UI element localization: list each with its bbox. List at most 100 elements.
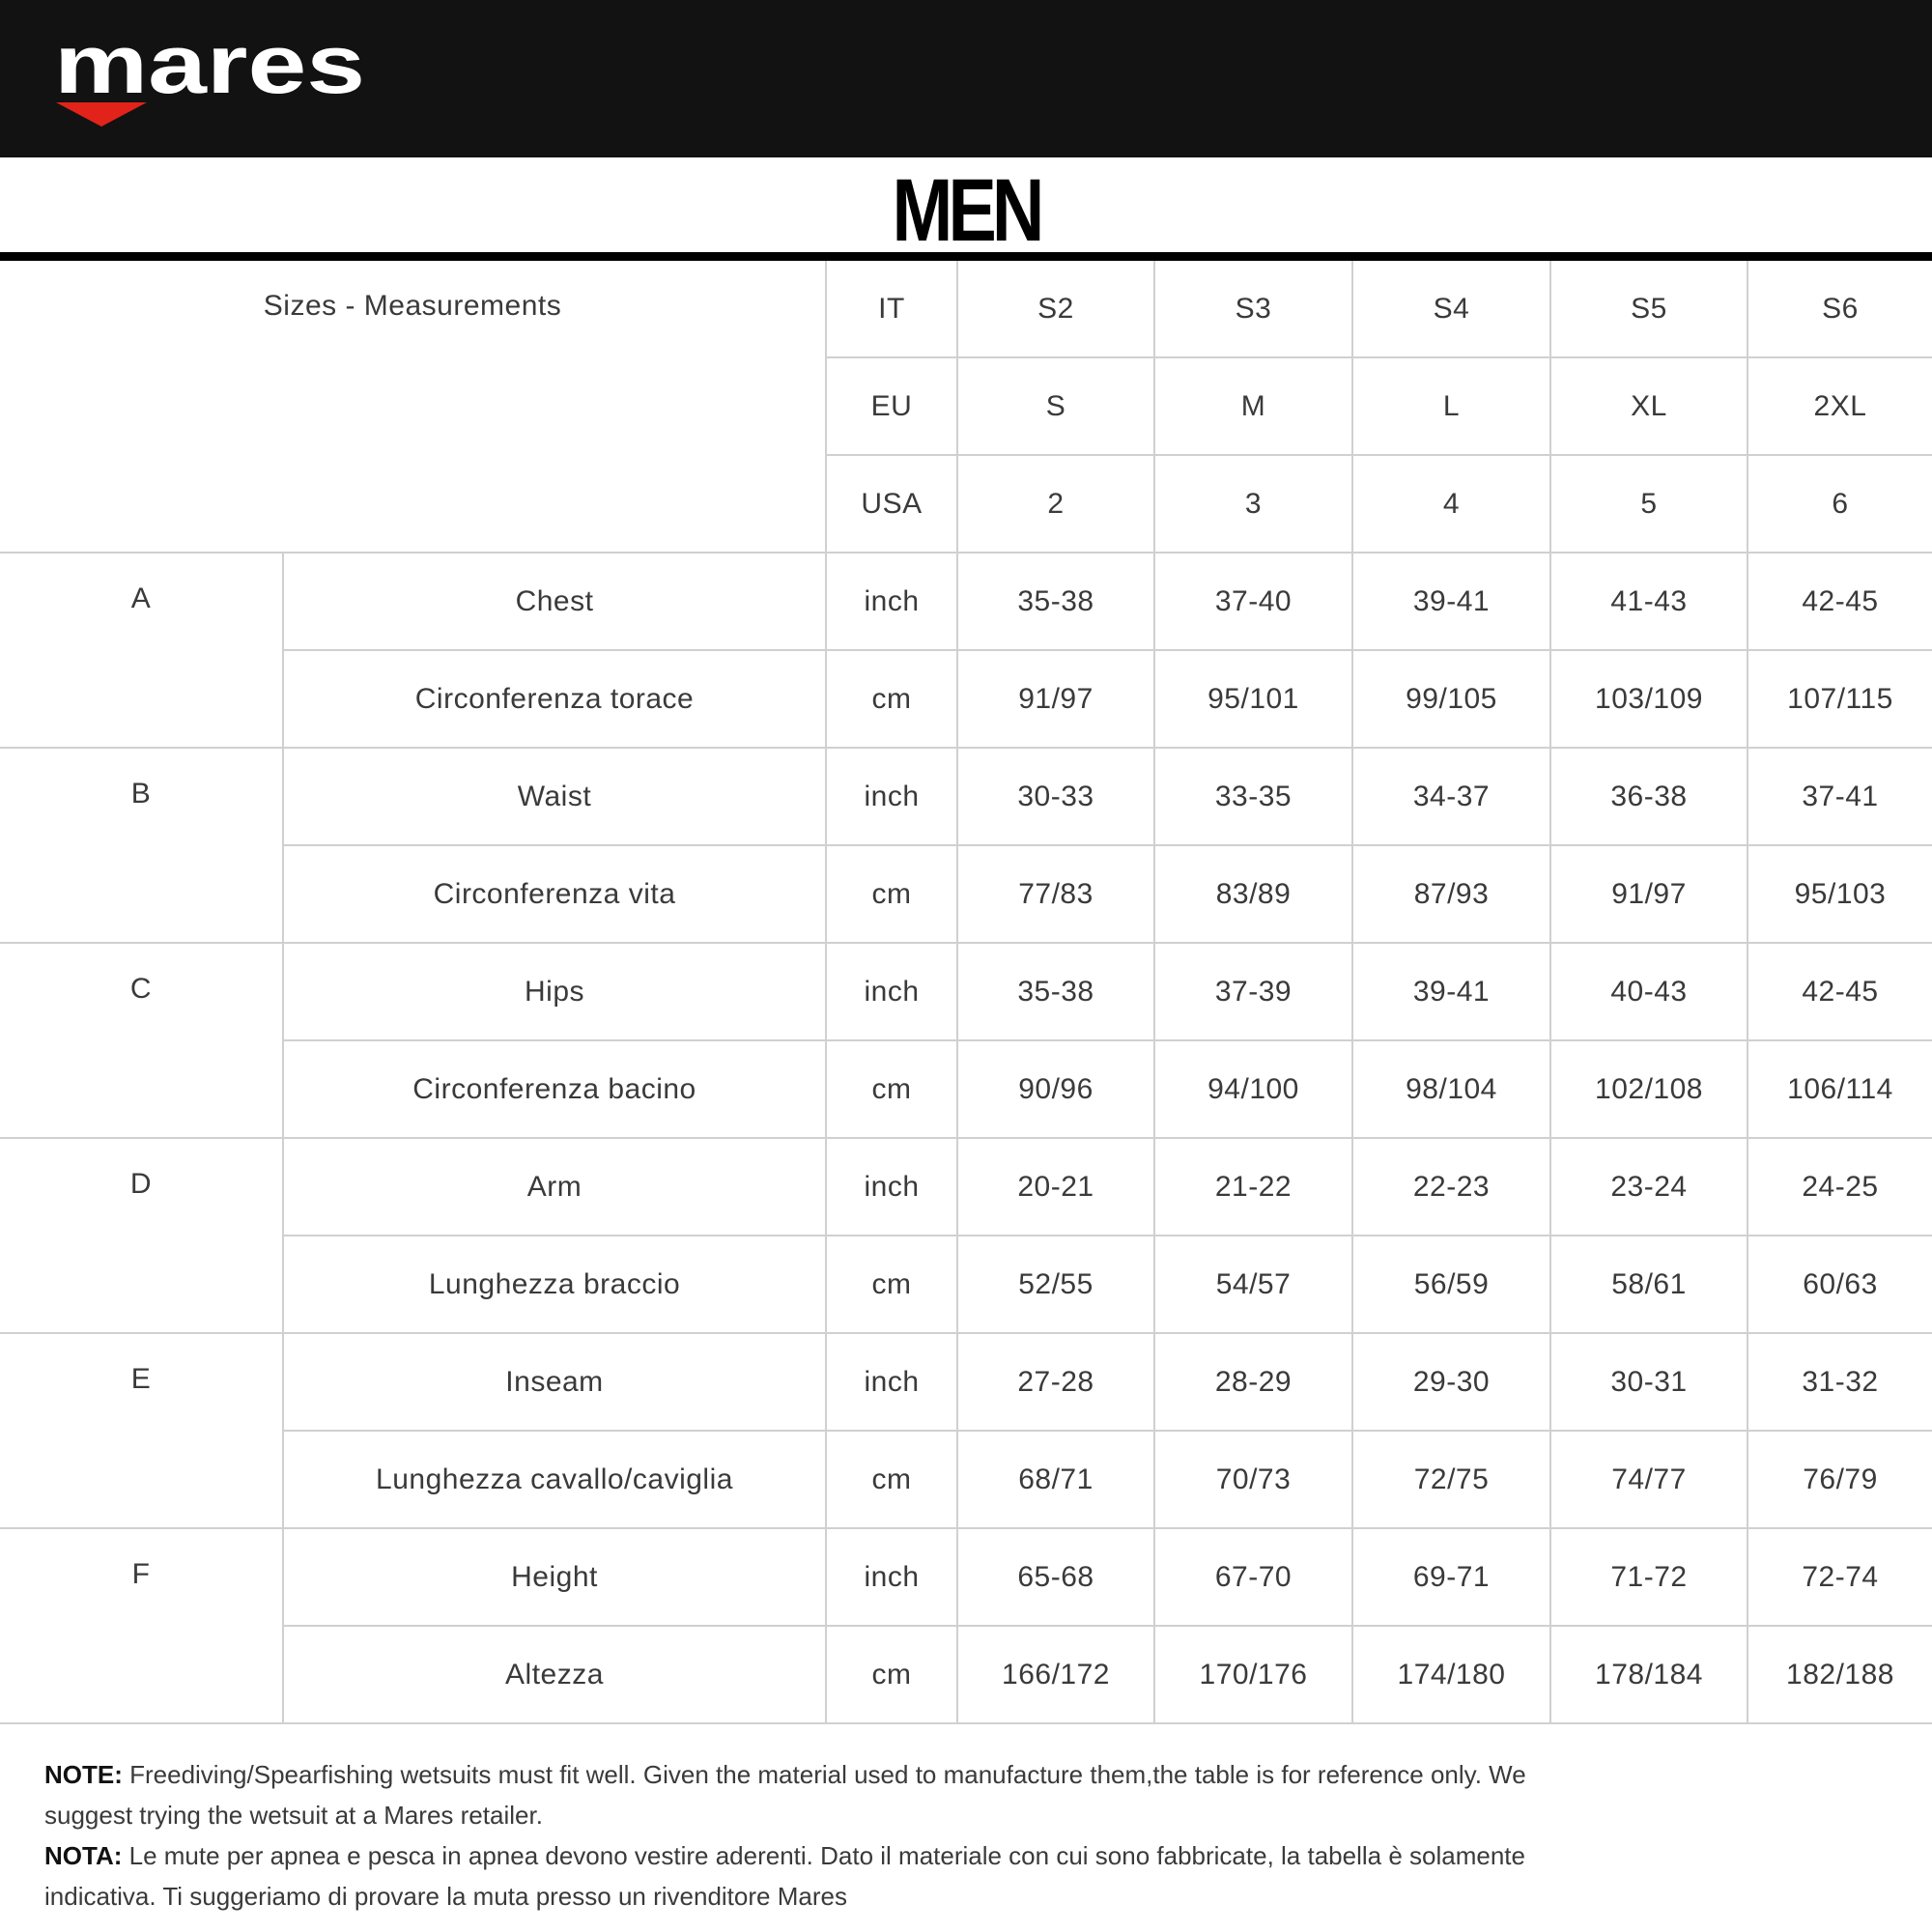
measurement-label: Lunghezza braccio <box>283 1235 827 1334</box>
value-cell: 37-41 <box>1747 747 1932 846</box>
value-cell: 27-28 <box>956 1332 1155 1432</box>
unit-cell: cm <box>825 1430 958 1529</box>
measurement-label: Lunghezza cavallo/caviglia <box>283 1430 827 1529</box>
size-cell: S3 <box>1153 261 1353 358</box>
table-row: E Inseam inch 27-28 28-29 29-30 30-31 31-32 <box>0 1332 1932 1529</box>
value-cell: 22-23 <box>1351 1137 1551 1236</box>
value-cell: 83/89 <box>1153 844 1353 944</box>
unit-cell: cm <box>825 1039 958 1139</box>
value-cell: 69-71 <box>1351 1527 1551 1627</box>
value-cell: 106/114 <box>1747 1039 1932 1139</box>
value-cell: 31-32 <box>1747 1332 1932 1432</box>
value-cell: 87/93 <box>1351 844 1551 944</box>
value-cell: 94/100 <box>1153 1039 1353 1139</box>
value-cell: 107/115 <box>1747 649 1932 749</box>
measurement-label: Inseam <box>282 1332 827 1432</box>
value-cell: 29-30 <box>1351 1332 1551 1432</box>
value-cell: 37-39 <box>1153 942 1353 1041</box>
measurement-label: Arm <box>282 1137 827 1236</box>
table-row: Lunghezza braccio cm 52/55 54/57 56/59 58/61 6… <box>0 1235 1932 1334</box>
size-cell: 2XL <box>1747 356 1932 456</box>
measurement-label: Waist <box>282 747 827 846</box>
value-cell: 37-40 <box>1153 552 1353 651</box>
value-cell: 36-38 <box>1549 747 1748 846</box>
svg-text:mares: mares <box>54 27 365 111</box>
size-cell: S2 <box>956 261 1155 358</box>
value-cell: 21-22 <box>1153 1137 1353 1236</box>
measurement-label: Circonferenza bacino <box>283 1039 827 1139</box>
value-cell: 166/172 <box>956 1625 1155 1724</box>
table-row: Circonferenza torace cm 91/97 95/101 99/105 1… <box>0 649 1932 749</box>
value-cell: 20-21 <box>956 1137 1155 1236</box>
group-letter: B <box>0 747 284 944</box>
size-cell: L <box>1351 356 1551 456</box>
value-cell: 35-38 <box>956 942 1155 1041</box>
value-cell: 95/101 <box>1153 649 1353 749</box>
value-cell: 95/103 <box>1747 844 1932 944</box>
value-cell: 58/61 <box>1549 1235 1748 1334</box>
measurement-label: Chest <box>282 552 827 651</box>
size-header-row: Sizes - Measurements IT S2 S3 S4 S5 S6 <box>0 261 1932 554</box>
group-letter: A <box>0 552 284 749</box>
unit-cell: inch <box>825 1332 958 1432</box>
size-system: IT <box>825 261 958 358</box>
table-row: B Waist inch 30-33 33-35 34-37 36-38 37-41 <box>0 747 1932 944</box>
value-cell: 28-29 <box>1153 1332 1353 1432</box>
size-header-row: EU S M L XL 2XL <box>0 356 1932 456</box>
value-cell: 68/71 <box>956 1430 1155 1529</box>
value-cell: 98/104 <box>1351 1039 1551 1139</box>
value-cell: 30-33 <box>956 747 1155 846</box>
size-cell: 3 <box>1153 454 1353 554</box>
table-row: F Height inch 65-68 67-70 69-71 71-72 72-74 <box>0 1527 1932 1724</box>
table-row: A Chest inch 35-38 37-40 39-41 41-43 42-45 <box>0 552 1932 749</box>
value-cell: 39-41 <box>1351 552 1551 651</box>
value-cell: 39-41 <box>1351 942 1551 1041</box>
value-cell: 76/79 <box>1747 1430 1932 1529</box>
corner-label: Sizes - Measurements <box>0 261 827 554</box>
note-it: NOTA: Le mute per apnea e pesca in apnea… <box>44 1841 1525 1911</box>
size-cell: 5 <box>1549 454 1748 554</box>
measurement-label: Circonferenza torace <box>283 649 827 749</box>
value-cell: 72-74 <box>1747 1527 1932 1627</box>
notes: NOTE: Freediving/Spearfishing wetsuits m… <box>44 1754 1551 1917</box>
value-cell: 71-72 <box>1549 1527 1748 1627</box>
value-cell: 174/180 <box>1351 1625 1551 1724</box>
value-cell: 60/63 <box>1747 1235 1932 1334</box>
value-cell: 99/105 <box>1351 649 1551 749</box>
value-cell: 42-45 <box>1747 942 1932 1041</box>
measurement-label: Hips <box>282 942 827 1041</box>
group-letter: F <box>0 1527 284 1724</box>
value-cell: 170/176 <box>1153 1625 1353 1724</box>
value-cell: 41-43 <box>1549 552 1748 651</box>
unit-cell: cm <box>825 1235 958 1334</box>
unit-cell: cm <box>825 844 958 944</box>
table-row: Altezza cm 166/172 170/176 174/180 178/184 182… <box>0 1625 1932 1724</box>
table-row: Circonferenza bacino cm 90/96 94/100 98/104 1… <box>0 1039 1932 1139</box>
page-title: MEN <box>892 161 1045 260</box>
table-row: Lunghezza cavallo/caviglia cm 68/71 70/73 72… <box>0 1430 1932 1529</box>
unit-cell: inch <box>825 942 958 1041</box>
note-en: NOTE: Freediving/Spearfishing wetsuits m… <box>44 1760 1526 1830</box>
size-cell: 4 <box>1351 454 1551 554</box>
value-cell: 54/57 <box>1153 1235 1353 1334</box>
value-cell: 30-31 <box>1549 1332 1748 1432</box>
table-row: Circonferenza vita cm 77/83 83/89 87/93 91/97… <box>0 844 1932 944</box>
value-cell: 102/108 <box>1549 1039 1748 1139</box>
unit-cell: inch <box>825 747 958 846</box>
measurement-label: Circonferenza vita <box>283 844 827 944</box>
value-cell: 77/83 <box>956 844 1155 944</box>
brand-header: mares <box>0 0 1932 157</box>
value-cell: 24-25 <box>1747 1137 1932 1236</box>
value-cell: 40-43 <box>1549 942 1748 1041</box>
unit-cell: cm <box>825 649 958 749</box>
group-letter: D <box>0 1137 284 1334</box>
value-cell: 74/77 <box>1549 1430 1748 1529</box>
value-cell: 182/188 <box>1747 1625 1932 1724</box>
size-system: EU <box>826 356 958 456</box>
size-cell: XL <box>1549 356 1748 456</box>
unit-cell: inch <box>825 552 958 651</box>
table-row: D Arm inch 20-21 21-22 22-23 23-24 24-25 <box>0 1137 1932 1334</box>
unit-cell: inch <box>825 1137 958 1236</box>
measurement-label: Height <box>282 1527 827 1627</box>
value-cell: 42-45 <box>1747 552 1932 651</box>
